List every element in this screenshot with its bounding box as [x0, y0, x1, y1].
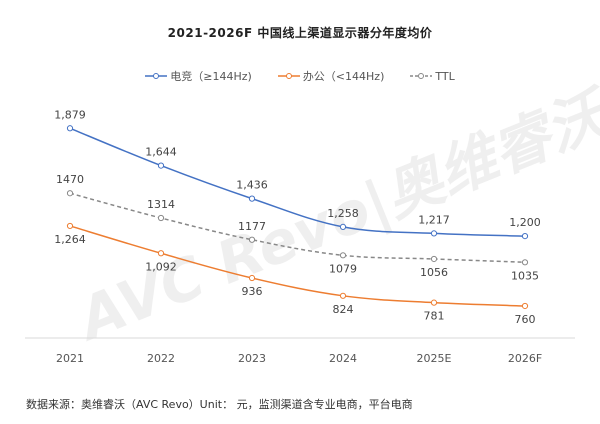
data-point	[521, 302, 529, 310]
data-label: 1,258	[327, 207, 359, 220]
data-point	[66, 222, 74, 230]
data-label: 1056	[420, 266, 448, 279]
source-note: 数据来源：奥维睿沃（AVC Revo）Unit： 元，监测渠道含专业电商，平台电…	[26, 398, 413, 411]
legend-label: 办公（<144Hz)	[302, 70, 385, 83]
series-line	[69, 127, 526, 237]
data-point	[430, 299, 438, 306]
legend: 电竞（≥144Hz) 办公（<144Hz) TTL	[0, 68, 600, 84]
x-tick-label: 2024	[329, 352, 357, 365]
data-point	[339, 252, 347, 259]
data-point	[339, 292, 347, 299]
legend-marker-icon	[277, 73, 300, 79]
data-label: 936	[242, 285, 263, 298]
x-tick-label: 2022	[147, 352, 175, 365]
data-point	[339, 223, 347, 230]
x-tick-label: 2021	[56, 352, 84, 365]
data-point	[248, 236, 256, 243]
series-line	[69, 225, 526, 307]
data-point	[66, 190, 74, 197]
data-point	[157, 250, 165, 257]
data-label: 824	[333, 303, 354, 316]
legend-label: TTL	[435, 69, 455, 83]
legend-item: 办公（<144Hz)	[277, 68, 385, 84]
chart-title: 2021-2026F 中国线上渠道显示器分年度均价	[167, 26, 433, 40]
data-label: 1,879	[54, 108, 86, 121]
data-label: 1,092	[145, 260, 177, 273]
data-label: 781	[424, 310, 445, 323]
data-label: 1,200	[509, 216, 541, 229]
data-point	[430, 230, 438, 237]
x-tick-label: 2026F	[508, 352, 542, 365]
data-point	[521, 259, 529, 266]
data-point	[157, 214, 165, 222]
data-label: 1470	[56, 173, 84, 186]
data-point	[248, 274, 256, 282]
data-label: 1079	[329, 262, 357, 275]
data-label: 1,436	[236, 179, 268, 192]
legend-marker-icon	[145, 73, 168, 79]
data-point	[248, 195, 256, 202]
data-label: 1314	[147, 198, 175, 211]
data-label: 1,264	[54, 233, 86, 246]
data-label: 1,644	[145, 146, 177, 159]
legend-item: TTL	[410, 68, 455, 84]
data-label: 1035	[511, 269, 539, 282]
data-point	[157, 162, 165, 169]
data-label: 1177	[238, 220, 266, 233]
x-tick-label: 2025E	[417, 352, 452, 365]
legend-item: 电竞（≥144Hz)	[145, 68, 252, 84]
data-point	[66, 125, 74, 132]
legend-marker-icon	[410, 73, 433, 79]
data-label: 1,217	[418, 213, 450, 226]
legend-label: 电竞（≥144Hz)	[170, 70, 252, 83]
data-point	[521, 233, 529, 240]
series-line	[69, 192, 526, 264]
data-label: 760	[515, 313, 536, 326]
data-point	[430, 255, 438, 263]
x-tick-label: 2023	[238, 352, 266, 365]
